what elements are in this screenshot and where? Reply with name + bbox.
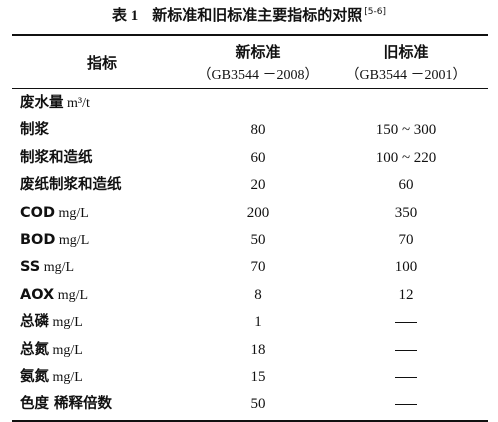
new-standard-value: 20 xyxy=(250,177,266,194)
old-standard-value: 100 xyxy=(394,259,418,276)
indicator-cell: AOX mg/L xyxy=(20,282,196,309)
indicator-cell: 制浆和造纸 xyxy=(20,145,196,172)
table-row: 废水量 m³/t xyxy=(12,90,488,117)
new-standard-value: 60 xyxy=(250,149,266,166)
indicator-cell: SS mg/L xyxy=(20,254,196,281)
indicator-unit: m³/t xyxy=(63,96,90,111)
citation-ref: [5-6] xyxy=(364,7,386,17)
header-old-label: 旧标准 xyxy=(383,42,429,61)
header-old-code: （GB3544 －2001） xyxy=(345,67,467,83)
indicator-name: 总磷 xyxy=(20,314,49,331)
indicator-cell: 色度 稀释倍数 xyxy=(20,391,196,418)
old-standard-value: 100 ~ 220 xyxy=(375,149,437,166)
indicator-unit: mg/L xyxy=(49,369,83,385)
new-standard-value: 1 xyxy=(254,314,262,331)
table-row: 氨氮 mg/L 15 xyxy=(12,364,488,391)
table-number: 表 1 xyxy=(111,8,139,24)
indicator-name: COD xyxy=(20,204,56,221)
header-new-label: 新标准 xyxy=(235,42,281,61)
indicator-unit: mg/L xyxy=(49,315,83,331)
table-row: AOX mg/L 8 12 xyxy=(12,282,488,309)
table-row: COD mg/L 200 350 xyxy=(12,200,488,227)
table-title: 新标准和旧标准主要指标的对照 xyxy=(152,6,363,24)
indicator-unit: mg/L xyxy=(49,342,83,358)
indicator-name: 色度 稀释倍数 xyxy=(20,396,113,413)
old-standard-value: 70 xyxy=(398,231,414,248)
indicator-name: 废水量 xyxy=(20,95,64,111)
old-standard-value xyxy=(324,337,488,364)
table-row: 废纸制浆和造纸 20 60 xyxy=(12,172,488,199)
not-applicable-dash xyxy=(395,404,417,406)
table-row: SS mg/L 70 100 xyxy=(12,254,488,281)
old-standard-value: 150 ~ 300 xyxy=(375,122,437,139)
old-standard-value: 350 xyxy=(394,204,418,221)
table-header-rule xyxy=(12,88,488,89)
table-row: 总氮 mg/L 18 xyxy=(12,337,488,364)
indicator-unit: mg/L xyxy=(54,287,89,303)
table-row: 制浆和造纸 60 100 ~ 220 xyxy=(12,145,488,172)
new-standard-value: 70 xyxy=(250,259,266,276)
table-row: 总磷 mg/L 1 xyxy=(12,309,488,336)
table-row: BOD mg/L 50 70 xyxy=(12,227,488,254)
table-top-rule xyxy=(12,34,488,36)
table-caption: 表 1 新标准和旧标准主要指标的对照 [5-6] xyxy=(0,6,498,25)
header-indicator: 指标 xyxy=(86,53,117,72)
indicator-name: AOX xyxy=(20,286,55,303)
indicator-unit: mg/L xyxy=(40,260,75,276)
new-standard-value: 18 xyxy=(250,341,266,358)
indicator-cell: 氨氮 mg/L xyxy=(20,364,196,391)
indicator-cell: 废水量 m³/t xyxy=(20,90,196,117)
old-standard-value xyxy=(324,90,488,117)
not-applicable-dash xyxy=(395,322,417,324)
not-applicable-dash xyxy=(395,349,417,351)
new-standard-value: 15 xyxy=(250,368,266,385)
table-body: 废水量 m³/t 制浆 80 150 ~ 300 制浆和造纸 60 100 ~ 220 废纸制… xyxy=(12,90,488,419)
table-bottom-rule xyxy=(12,420,488,422)
indicator-name: 氨氮 xyxy=(20,368,49,385)
indicator-cell: COD mg/L xyxy=(20,200,196,227)
old-standard-value xyxy=(324,309,488,336)
indicator-unit: mg/L xyxy=(55,205,89,221)
new-standard-value: 50 xyxy=(250,396,266,413)
indicator-name: SS xyxy=(20,259,41,276)
old-standard-value xyxy=(324,364,488,391)
indicator-name: 废纸制浆和造纸 xyxy=(20,177,122,194)
indicator-cell: 制浆 xyxy=(20,117,196,144)
table-row: 色度 稀释倍数 50 xyxy=(12,391,488,418)
new-standard-value: 50 xyxy=(250,231,266,248)
header-new-code: （GB3544 －2008） xyxy=(197,67,319,83)
indicator-name: 制浆 xyxy=(20,122,49,139)
indicator-cell: BOD mg/L xyxy=(20,227,196,254)
indicator-cell: 总磷 mg/L xyxy=(20,309,196,336)
indicator-unit: mg/L xyxy=(55,232,90,248)
indicator-cell: 废纸制浆和造纸 xyxy=(20,172,196,199)
old-standard-value: 60 xyxy=(398,177,414,194)
old-standard-value: 12 xyxy=(398,286,414,303)
header-new-standard: 新标准 （GB3544 －2008） xyxy=(192,36,324,88)
indicator-name: BOD xyxy=(20,231,56,248)
new-standard-value: 200 xyxy=(246,204,270,221)
new-standard-value xyxy=(192,90,324,117)
old-standard-value xyxy=(324,391,488,418)
not-applicable-dash xyxy=(395,376,417,378)
indicator-name: 总氮 xyxy=(20,341,49,358)
table-row: 制浆 80 150 ~ 300 xyxy=(12,117,488,144)
header-old-standard: 旧标准 （GB3544 －2001） xyxy=(324,36,488,88)
indicator-name: 制浆和造纸 xyxy=(20,149,93,166)
new-standard-value: 8 xyxy=(254,286,262,303)
indicator-cell: 总氮 mg/L xyxy=(20,337,196,364)
new-standard-value: 80 xyxy=(250,122,266,139)
